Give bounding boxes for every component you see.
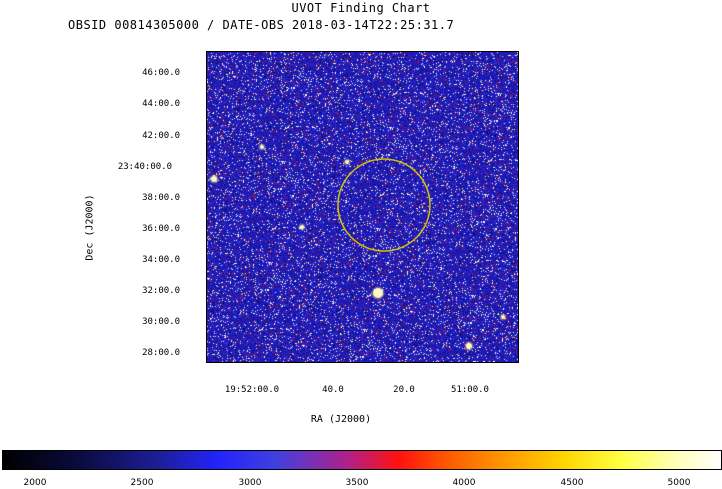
ra-tick-label: 51:00.0 [451,385,489,395]
dec-tick-label: 23:40:00.0 [117,162,172,172]
sky-image-canvas [207,52,518,362]
dec-tick-label: 28:00.0 [142,348,180,358]
dec-tick-label: 42:00.0 [142,131,180,141]
chart-title: UVOT Finding Chart [291,1,431,15]
dec-tick-label: 46:00.0 [142,68,180,78]
dec-tick-label: 44:00.0 [142,99,180,109]
ra-tick-label: 20.0 [393,385,415,395]
x-axis-label: RA (J2000) [310,414,372,425]
colorbar-tick-label: 2500 [130,478,154,488]
ra-tick-label: 40.0 [322,385,344,395]
dec-tick-label: 34:00.0 [142,255,180,265]
colorbar-tick-label: 4000 [452,478,476,488]
chart-subtitle: OBSID 00814305000 / DATE-OBS 2018-03-14T… [68,18,455,32]
dec-tick-label: 32:00.0 [142,286,180,296]
colorbar-tick-label: 5000 [667,478,691,488]
dec-tick-label: 38:00.0 [142,193,180,203]
colorbar-tick-label: 3000 [238,478,262,488]
colorbar-tick-label: 4500 [560,478,584,488]
image-overlay [337,158,431,252]
sky-image [206,51,519,363]
colorbar [2,450,722,470]
dec-tick-label: 36:00.0 [142,224,180,234]
ra-tick-label: 19:52:00.0 [224,385,280,395]
colorbar-tick-label: 3500 [345,478,369,488]
y-axis-label: Dec (J2000) [84,194,96,261]
dec-tick-label: 30:00.0 [142,317,180,327]
target-circle [337,158,431,252]
colorbar-tick-label: 2000 [23,478,47,488]
